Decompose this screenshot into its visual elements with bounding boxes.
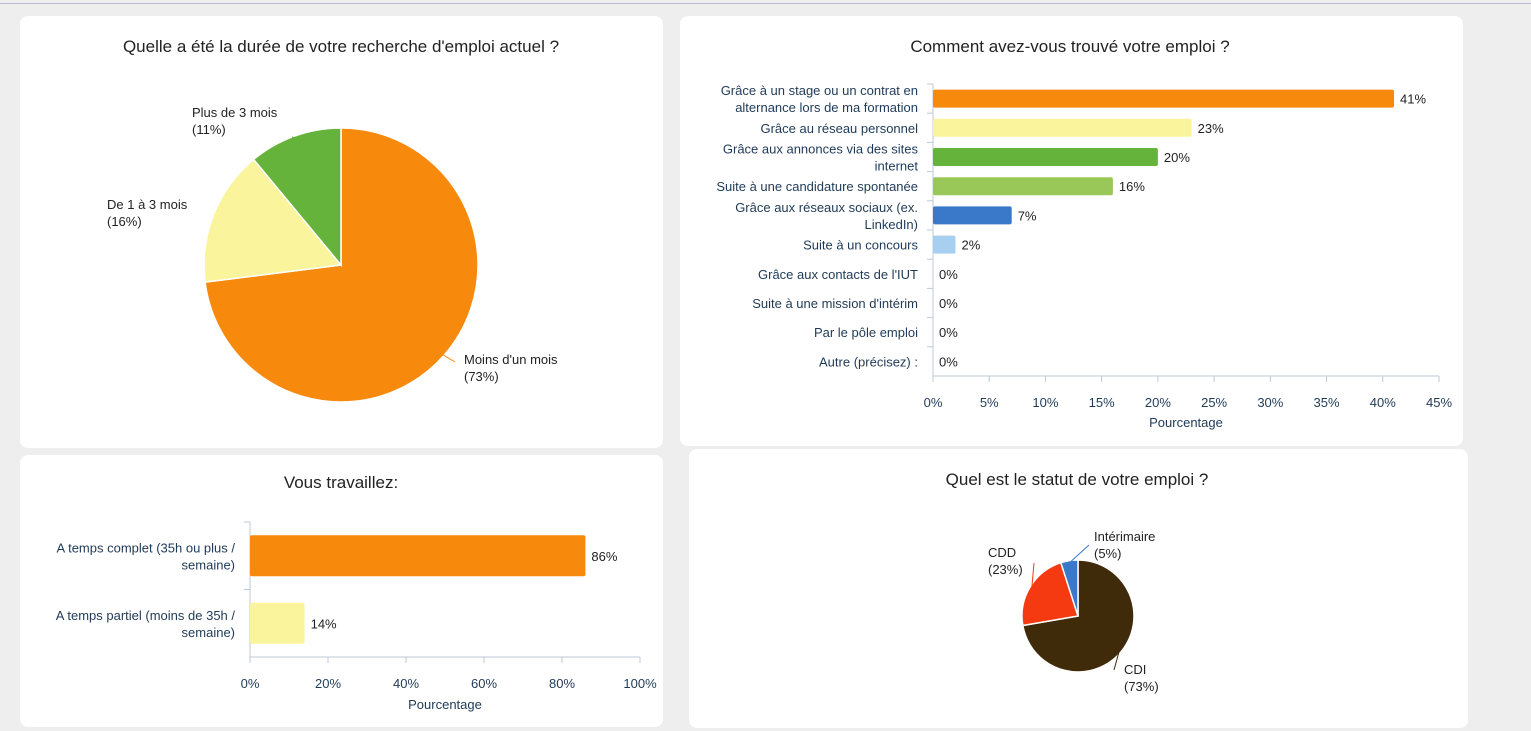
bar-value-label: 20%: [1164, 150, 1190, 165]
pie-pct-moins-d-un-mois: (73%): [464, 369, 499, 384]
x-tick-label: 45%: [1426, 395, 1452, 410]
bar-value-label: 0%: [939, 296, 958, 311]
pie-label-moins-d-un-mois: Moins d'un mois: [464, 352, 558, 367]
pie-statut: CDI (73%) CDD (23%) Intérimaire (5%): [988, 529, 1159, 694]
category-label: A temps partiel (moins de 35h /: [56, 608, 236, 623]
pie-leader-cdd: [1031, 562, 1035, 589]
pie-slice-interimaire: [1059, 559, 1079, 617]
pie-label-cdi: CDI: [1124, 662, 1146, 677]
bar-value-label: 23%: [1198, 121, 1224, 136]
pie-pct-plus-de-3-mois: (11%): [192, 122, 226, 137]
pie-pct-interimaire: (5%): [1094, 546, 1121, 561]
top-border-line: [0, 3, 1531, 4]
bar-grace-aux-annonces-via-des-sites-internet: [933, 148, 1158, 166]
x-tick-label: 10%: [1032, 395, 1058, 410]
category-label: Grâce aux contacts de l'IUT: [758, 267, 918, 282]
bar-chart-travail: 0% 20% 40% 60% 80% 100% 86% A temps complet (35…: [56, 521, 657, 691]
x-tick-label: 15%: [1089, 395, 1115, 410]
bar-value-label: 14%: [311, 616, 337, 631]
pie-leader-interimaire: [1069, 544, 1090, 564]
x-tick-label: 20%: [315, 676, 341, 691]
x-tick-label: 5%: [980, 395, 999, 410]
pie-slice-plus-de-3-mois: [252, 127, 342, 268]
category-label: Suite à une candidature spontanée: [716, 179, 918, 194]
bar-value-label: 7%: [1018, 208, 1037, 223]
bar-value-label: 0%: [939, 354, 958, 369]
category-label: semaine): [182, 557, 235, 572]
category-label: Suite à un concours: [803, 238, 918, 253]
pie-pct-de-1-a-3-mois: (16%): [107, 214, 142, 229]
bar-chart-trouve: 0% 5% 10% 15% 20% 25% 30% 35% 40% 45% 41% Grâce à u…: [716, 83, 1452, 410]
bar-value-label: 86%: [591, 549, 617, 564]
pie-pct-cdd: (23%): [988, 562, 1023, 577]
chart-trouve: Comment avez-vous trouvé votre emploi ? …: [716, 37, 1452, 430]
category-label: semaine): [182, 625, 235, 640]
bar-value-label: 0%: [939, 325, 958, 340]
x-tick-label: 20%: [1145, 395, 1171, 410]
x-tick-label: 100%: [623, 676, 657, 691]
chart-duree: Quelle a été la durée de votre recherche…: [107, 37, 559, 403]
bar-a-temps-partiel-moins-de-35h-semaine: [250, 602, 305, 644]
bar-value-label: 2%: [961, 238, 980, 253]
bar-value-label: 16%: [1119, 179, 1145, 194]
category-label: Grâce à un stage ou un contrat en: [721, 83, 918, 98]
bar-value-label: 41%: [1400, 92, 1426, 107]
pie-pct-cdi: (73%): [1124, 679, 1159, 694]
bar-value-label: 0%: [939, 267, 958, 282]
pie-duree: Moins d'un mois (73%) De 1 à 3 mois (16%) Pl…: [107, 105, 558, 403]
pie-leader-cdi: [1113, 650, 1120, 671]
pie-leader-plus-de-3-mois: [291, 136, 296, 139]
bar-grace-aux-reseaux-sociaux-ex-linkedin: [933, 206, 1012, 225]
category-label: Suite à une mission d'intérim: [752, 296, 918, 311]
x-tick-label: 40%: [393, 676, 419, 691]
x-tick-label: 0%: [924, 395, 943, 410]
x-tick-label: 0%: [241, 676, 260, 691]
x-axis-label-trouve: Pourcentage: [1149, 415, 1223, 430]
chart-title-statut: Quel est le statut de votre emploi ?: [946, 470, 1209, 489]
bar-grace-a-un-stage-ou-un-contrat-en-alternance-lors-de-ma-formation: [933, 89, 1395, 108]
category-label: internet: [875, 159, 919, 174]
pie-label-plus-de-3-mois: Plus de 3 mois: [192, 105, 278, 120]
bar-a-temps-complet-35h-ou-plus-semaine: [250, 535, 586, 577]
x-tick-label: 40%: [1370, 395, 1396, 410]
pie-label-interimaire: Intérimaire: [1094, 529, 1155, 544]
x-tick-label: 35%: [1314, 395, 1340, 410]
x-tick-label: 30%: [1257, 395, 1283, 410]
category-label: LinkedIn): [865, 217, 918, 232]
bar-suite-a-un-concours: [933, 235, 956, 254]
category-label: alternance lors de ma formation: [735, 100, 918, 115]
category-label: A temps complet (35h ou plus /: [57, 540, 236, 555]
category-label: Grâce aux réseaux sociaux (ex.: [735, 200, 918, 215]
x-tick-label: 80%: [549, 676, 575, 691]
chart-title-travail: Vous travaillez:: [284, 473, 398, 492]
chart-title-duree: Quelle a été la durée de votre recherche…: [123, 37, 559, 56]
pie-label-cdd: CDD: [988, 545, 1016, 560]
x-tick-label: 25%: [1201, 395, 1227, 410]
category-label: Grâce au réseau personnel: [760, 121, 918, 136]
chart-statut: Quel est le statut de votre emploi ? CDI…: [946, 470, 1209, 694]
pie-slice-cdd: [1021, 561, 1079, 627]
pie-label-de-1-a-3-mois: De 1 à 3 mois: [107, 197, 188, 212]
category-label: Grâce aux annonces via des sites: [723, 142, 919, 157]
card-bar-travail: [20, 455, 663, 727]
pie-leader-moins-d-un-mois: [442, 353, 456, 363]
bar-suite-a-une-candidature-spontanee: [933, 177, 1113, 196]
x-tick-label: 60%: [471, 676, 497, 691]
category-label: Par le pôle emploi: [814, 325, 918, 340]
x-axis-label-travail: Pourcentage: [408, 697, 482, 712]
bar-grace-au-reseau-personnel: [933, 118, 1192, 137]
chart-title-trouve: Comment avez-vous trouvé votre emploi ?: [910, 37, 1229, 56]
category-label: Autre (précisez) :: [819, 354, 918, 369]
card-bar-trouve: [680, 16, 1463, 446]
chart-travail: Vous travaillez: 0% 20% 40% 60% 80% 100% 86% A …: [56, 473, 657, 712]
